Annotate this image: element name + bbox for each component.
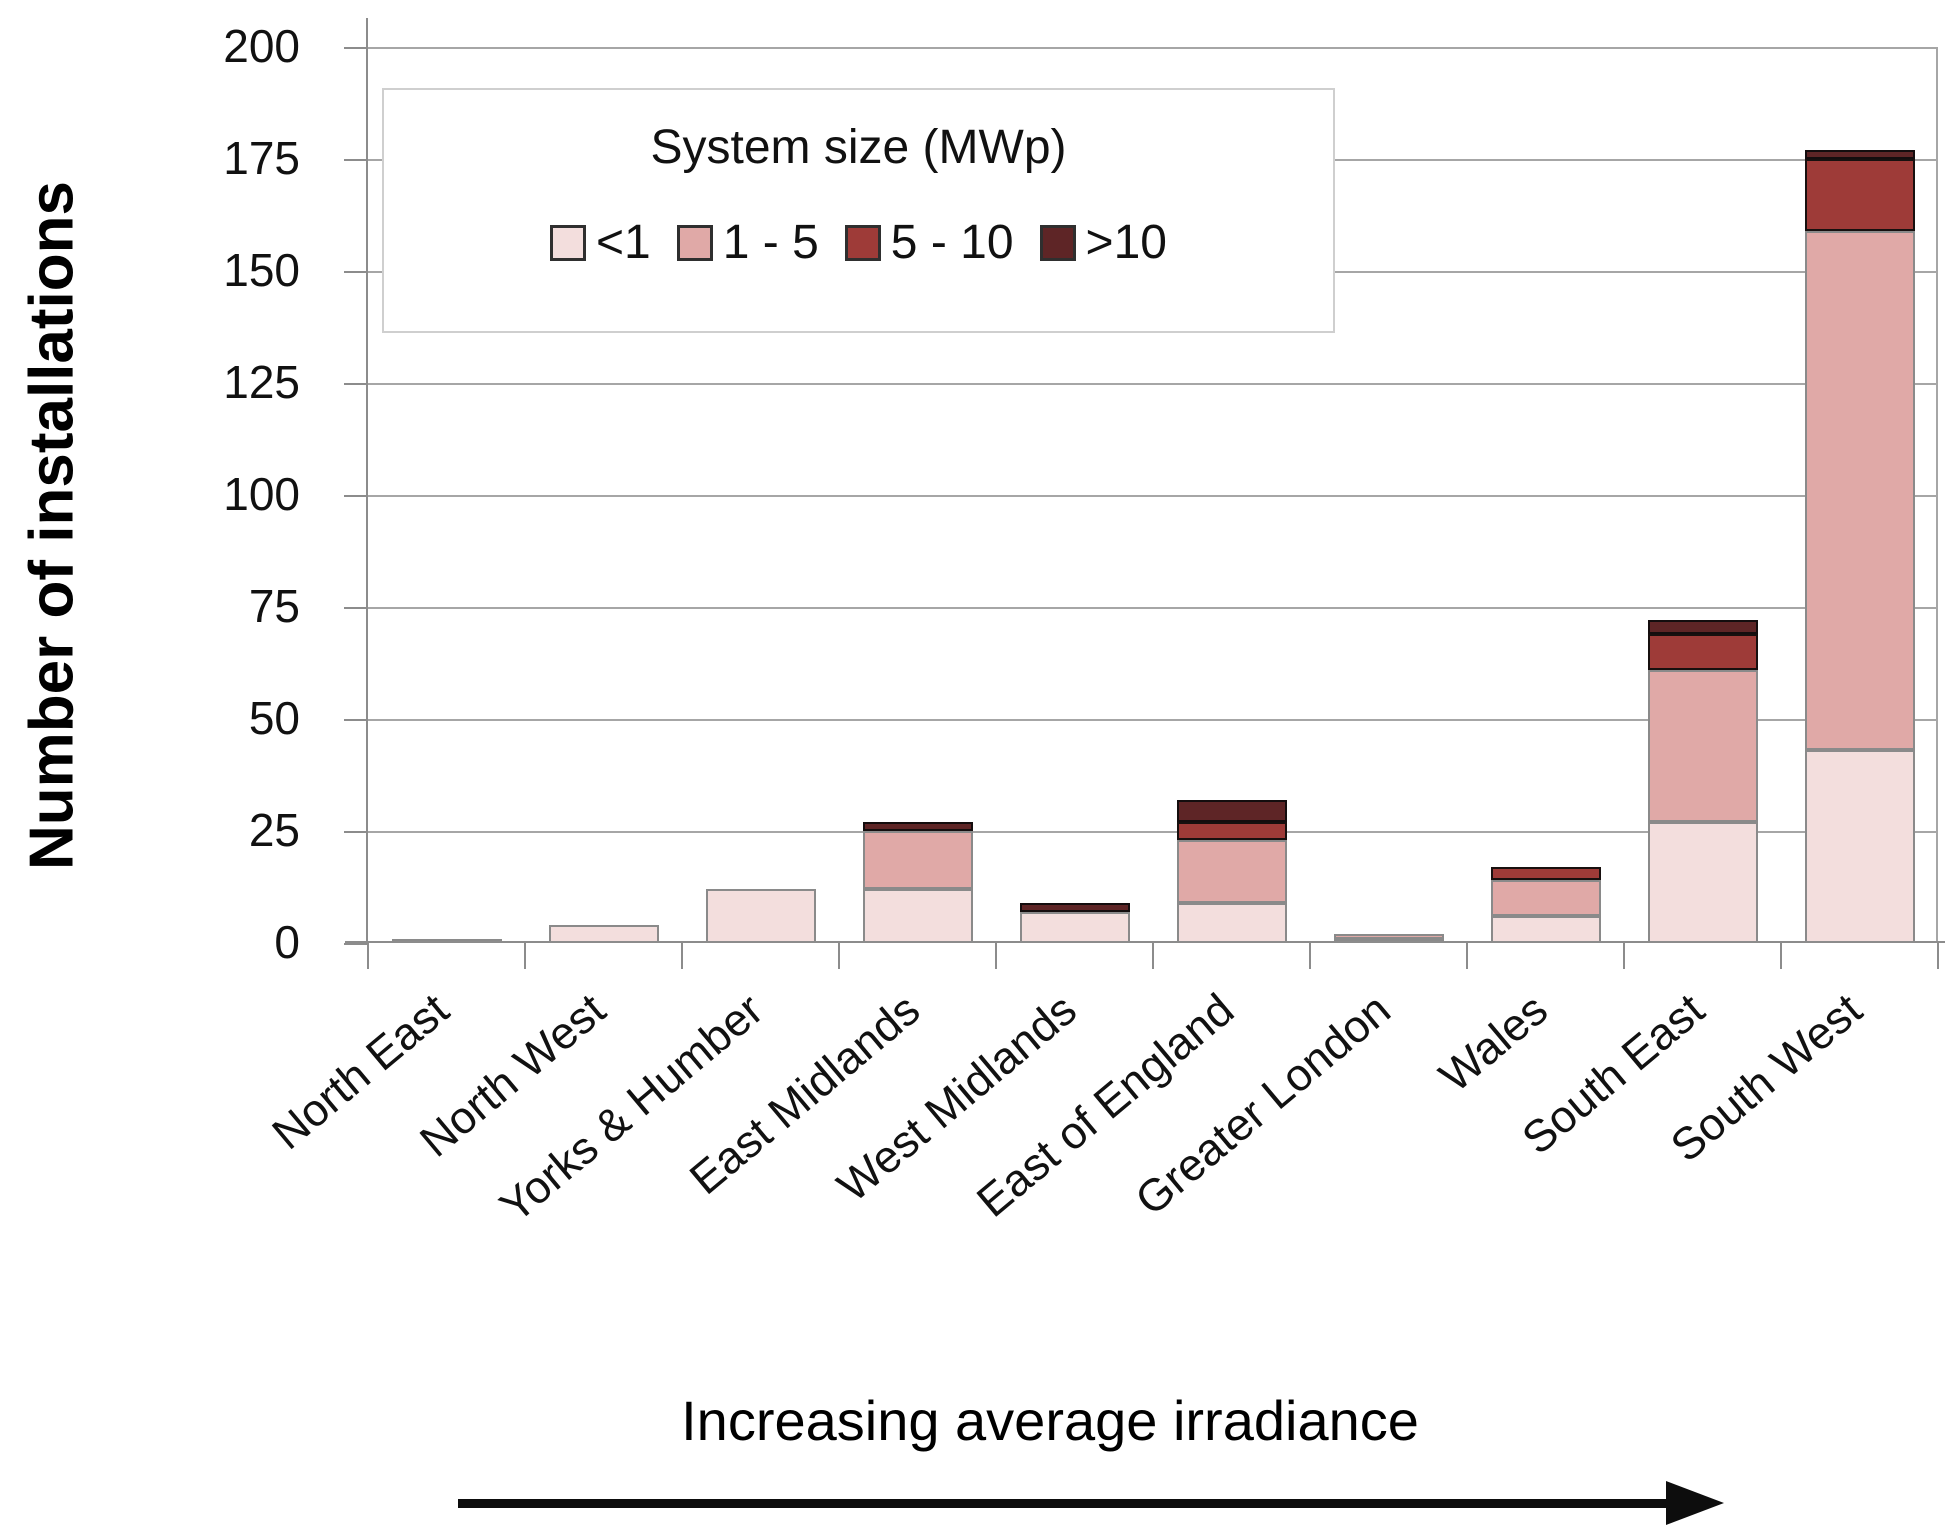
x-tick-mark [1466,943,1468,969]
plot-right-border [1936,47,1938,943]
y-tick-label: 200 [223,20,300,72]
bar-segment-5-10 [1804,159,1915,231]
bar-segment->10 [1804,150,1915,159]
arrow-right-icon [1666,1481,1724,1525]
y-tick-mark [344,719,368,721]
x-category-label: Yorks & Humber [489,983,772,1233]
y-tick-label: 50 [248,692,300,744]
bar-segment-1-5 [1647,669,1758,823]
x-tick-mark [681,943,683,969]
bar-segment-5-10 [1490,866,1601,881]
legend-item: >10 [1039,215,1167,270]
legend: System size (MWp) <1 1 - 5 5 - 10 >10 [382,88,1335,333]
legend-swatch-icon [844,224,881,261]
y-tick-label: 25 [248,804,300,856]
bar-segment-1-5 [1176,839,1287,903]
legend-title: System size (MWp) [650,121,1067,174]
legend-item-label: >10 [1085,216,1167,269]
x-tick-mark [1780,943,1782,969]
legend-item-label: <1 [596,216,651,269]
bar-segment-1-5 [1490,880,1601,917]
bar-segment-1-5 [1804,230,1915,751]
bar-segment-<1 [1019,911,1130,943]
legend-items: <1 1 - 5 5 - 10 >10 [384,215,1333,270]
bar-segment->10 [862,822,973,831]
y-tick-label: 125 [223,356,300,408]
bar-segment-5-10 [1647,633,1758,670]
bar-segment-1-5 [1333,934,1444,939]
legend-swatch-icon [550,224,587,261]
y-tick-mark [344,159,368,161]
y-tick-mark [344,47,368,49]
x-tick-mark [1309,943,1311,969]
legend-swatch-icon [676,224,713,261]
x-category-label: Wales [1429,983,1557,1102]
y-tick-label: 100 [223,468,300,520]
annotation-text: Increasing average irradiance [681,1389,1419,1452]
x-tick-mark [838,943,840,969]
x-tick-mark [1937,943,1939,969]
y-axis-line [366,18,368,943]
x-tick-mark [367,943,369,969]
legend-item: 5 - 10 [844,215,1014,270]
bar-segment-<1 [705,889,816,943]
y-tick-label: 175 [223,132,300,184]
gridline [368,719,1938,721]
legend-item: <1 [550,215,651,270]
increasing-irradiance-arrow-shaft [458,1499,1670,1508]
x-tick-mark [1152,943,1154,969]
y-tick-mark [344,495,368,497]
y-tick-mark [344,271,368,273]
y-tick-mark [344,383,368,385]
bar-segment-5-10 [1176,822,1287,840]
y-tick-mark [344,831,368,833]
legend-item-label: 5 - 10 [890,216,1014,269]
bar-segment->10 [1176,799,1287,823]
bar-segment-<1 [1490,916,1601,943]
bar-segment-<1 [1804,750,1915,943]
bar-segment-<1 [1176,902,1287,943]
x-axis-line [345,941,1945,943]
bar-segment-1-5 [862,831,973,890]
y-tick-mark [344,943,368,945]
y-tick-label: 75 [248,580,300,632]
legend-item: 1 - 5 [676,215,819,270]
bar-segment-<1 [1647,822,1758,943]
bar-segment->10 [1019,902,1130,912]
gridline [368,831,1938,833]
y-tick-label: 150 [223,244,300,296]
bar-segment->10 [1647,620,1758,634]
gridline [368,607,1938,609]
x-tick-mark [1623,943,1625,969]
gridline [368,495,1938,497]
gridline [368,383,1938,385]
bar-segment-<1 [862,889,973,943]
legend-swatch-icon [1039,224,1076,261]
y-tick-mark [344,607,368,609]
y-tick-label: 0 [274,916,300,968]
x-tick-mark [524,943,526,969]
y-axis-title: Number of installations [17,181,87,870]
legend-item-label: 1 - 5 [722,216,819,269]
x-tick-mark [995,943,997,969]
gridline [368,47,1938,49]
